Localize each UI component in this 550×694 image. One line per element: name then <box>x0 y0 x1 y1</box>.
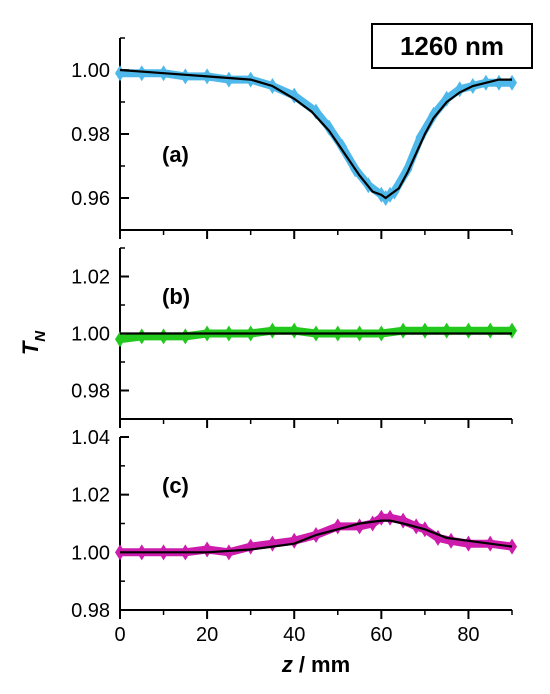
data-point <box>337 138 348 155</box>
panel-label: (b) <box>162 284 190 309</box>
wavelength-legend-box: 1260 nm <box>371 23 533 69</box>
data-point <box>267 322 278 339</box>
data-point <box>311 103 321 120</box>
x-tick-label: 0 <box>114 624 125 646</box>
data-point <box>158 328 169 345</box>
data-point <box>180 328 191 345</box>
data-point <box>493 74 504 91</box>
y-axis-title-subscript: N <box>32 330 49 342</box>
x-tick-label: 20 <box>196 624 218 646</box>
panel-c: 0.98 1.00 1.02 1.04 0 20 40 60 80 (c) <box>71 427 517 646</box>
y-tick-label: 0.96 <box>71 188 110 210</box>
data-point <box>463 322 474 339</box>
data-point <box>415 129 426 146</box>
y-tick-label: 1.00 <box>71 542 110 564</box>
data-point <box>180 68 191 85</box>
x-tick-label: 80 <box>457 624 479 646</box>
data-point <box>202 541 213 558</box>
x-tick-label: 60 <box>370 624 392 646</box>
y-tick-label: 1.00 <box>71 324 110 346</box>
y-axis-title: TN <box>18 330 49 355</box>
data-point <box>507 322 517 339</box>
data-band <box>120 69 512 202</box>
x-axis-title-variable: z <box>281 652 293 677</box>
x-axis-title-unit: / mm <box>299 652 350 677</box>
data-point <box>324 119 335 136</box>
data-point <box>507 74 517 91</box>
data-point <box>446 532 457 549</box>
data-point <box>428 106 439 123</box>
data-point <box>385 509 396 526</box>
data-point <box>115 65 125 82</box>
fit-curve <box>119 68 512 200</box>
data-point <box>136 65 147 82</box>
data-point <box>223 71 234 88</box>
y-axis-title-main: T <box>18 340 43 355</box>
data-point <box>354 518 365 535</box>
data-point <box>267 535 278 552</box>
data-point <box>419 322 430 339</box>
panel-label: (c) <box>162 473 189 498</box>
x-tick-label: 40 <box>283 624 305 646</box>
data-point <box>463 535 474 552</box>
data-point <box>289 532 300 549</box>
data-point <box>485 322 496 339</box>
y-tick-label: 0.98 <box>71 124 110 146</box>
data-point <box>441 90 452 107</box>
y-tick-label: 0.98 <box>71 600 110 622</box>
x-axis-title: z / mm <box>281 652 350 677</box>
y-tick-label: 1.02 <box>71 267 110 289</box>
data-point <box>289 322 300 339</box>
y-tick-label: 1.02 <box>71 485 110 507</box>
data-point <box>367 515 378 532</box>
panel-a: 0.96 0.98 1.00 (a) <box>71 37 517 239</box>
y-tick-label: 0.98 <box>71 381 110 403</box>
data-point <box>398 322 409 339</box>
data-point <box>115 331 125 348</box>
data-point <box>245 538 256 555</box>
fit-curve <box>120 519 513 554</box>
y-tick-label: 1.04 <box>71 427 110 449</box>
panel-label: (a) <box>162 142 189 167</box>
data-point <box>136 328 147 345</box>
svg-text:TN: TN <box>18 330 49 355</box>
wavelength-label: 1260 nm <box>400 31 504 61</box>
panel-b: 0.98 1.00 1.02 (b) <box>71 247 517 428</box>
data-point <box>441 322 452 339</box>
y-tick-label: 1.00 <box>71 60 110 82</box>
svg-text:z/ mm: z / mm <box>281 652 350 677</box>
data-point <box>223 544 234 561</box>
